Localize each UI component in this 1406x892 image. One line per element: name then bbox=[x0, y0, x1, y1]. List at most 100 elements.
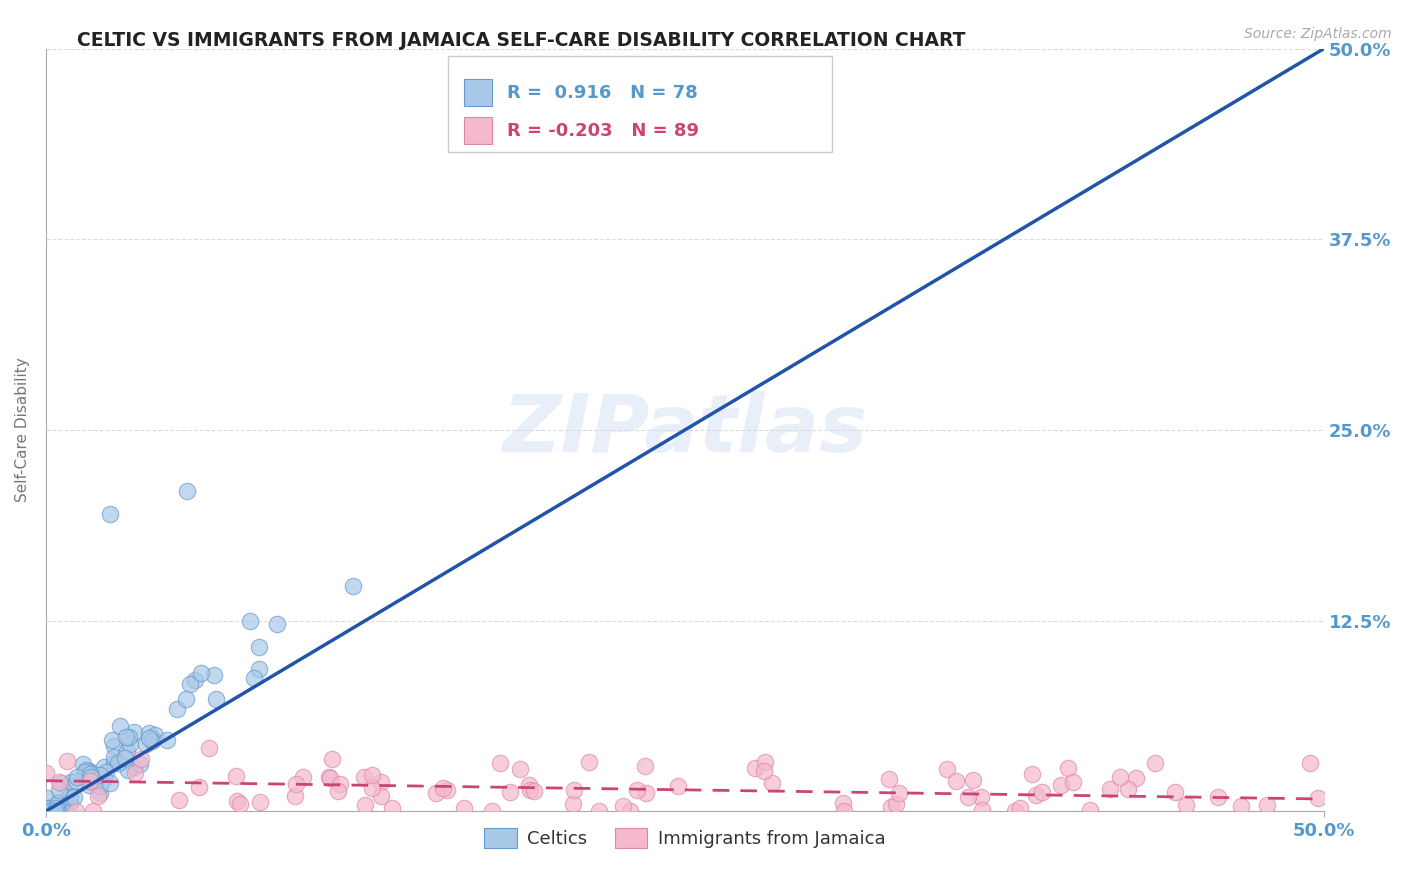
Point bbox=[285, 777, 308, 791]
Point bbox=[370, 789, 392, 803]
Point bbox=[481, 804, 503, 818]
Point bbox=[564, 783, 586, 797]
Point bbox=[166, 702, 188, 716]
Point bbox=[1125, 771, 1147, 785]
Point bbox=[239, 614, 262, 628]
Point bbox=[292, 770, 315, 784]
Point bbox=[98, 776, 121, 790]
Point bbox=[155, 732, 177, 747]
Point bbox=[880, 800, 903, 814]
Point bbox=[38, 801, 60, 815]
Point bbox=[53, 804, 76, 818]
Point bbox=[1299, 756, 1322, 771]
Point bbox=[41, 803, 63, 817]
Point bbox=[89, 767, 111, 781]
Point bbox=[834, 804, 856, 818]
Point bbox=[249, 640, 271, 655]
Point bbox=[242, 671, 264, 685]
Point bbox=[831, 797, 853, 811]
Point bbox=[59, 789, 82, 804]
Point bbox=[75, 771, 97, 785]
Point bbox=[1098, 782, 1121, 797]
Point bbox=[58, 781, 80, 796]
Point bbox=[1116, 781, 1139, 796]
Point bbox=[425, 786, 447, 800]
Point bbox=[103, 756, 125, 770]
Point bbox=[318, 771, 340, 785]
Point bbox=[1230, 798, 1253, 813]
Point bbox=[83, 770, 105, 784]
Point bbox=[184, 673, 207, 687]
Point bbox=[188, 780, 211, 795]
Point bbox=[321, 752, 343, 766]
Point bbox=[141, 731, 163, 746]
Y-axis label: Self-Care Disability: Self-Care Disability bbox=[15, 358, 30, 502]
Point bbox=[381, 801, 404, 815]
Point bbox=[578, 755, 600, 769]
Point bbox=[229, 797, 252, 812]
Point bbox=[79, 774, 101, 789]
Point bbox=[138, 731, 160, 746]
Point bbox=[115, 731, 138, 745]
Point bbox=[45, 801, 67, 815]
Point bbox=[59, 797, 82, 811]
Point bbox=[1143, 756, 1166, 770]
Point bbox=[936, 762, 959, 776]
Point bbox=[75, 764, 97, 778]
Point bbox=[65, 804, 87, 818]
Text: Source: ZipAtlas.com: Source: ZipAtlas.com bbox=[1244, 27, 1392, 41]
Point bbox=[174, 692, 197, 706]
Point bbox=[103, 739, 125, 753]
Point bbox=[128, 756, 150, 771]
Text: CELTIC VS IMMIGRANTS FROM JAMAICA SELF-CARE DISABILITY CORRELATION CHART: CELTIC VS IMMIGRANTS FROM JAMAICA SELF-C… bbox=[77, 31, 966, 50]
Point bbox=[962, 773, 984, 788]
Text: ZIPatlas: ZIPatlas bbox=[502, 391, 868, 469]
Point bbox=[1175, 798, 1198, 813]
Point bbox=[48, 795, 70, 809]
Point bbox=[93, 760, 115, 774]
Point bbox=[1306, 791, 1329, 805]
Point bbox=[1049, 778, 1071, 792]
Point bbox=[432, 780, 454, 795]
Point bbox=[110, 719, 132, 733]
FancyBboxPatch shape bbox=[464, 78, 492, 106]
Point bbox=[176, 483, 198, 498]
Point bbox=[754, 755, 776, 769]
Point bbox=[956, 790, 979, 805]
Point bbox=[612, 799, 634, 814]
Point bbox=[56, 754, 79, 768]
Point bbox=[266, 617, 288, 632]
Point bbox=[35, 765, 58, 780]
Point bbox=[523, 784, 546, 798]
Point bbox=[969, 790, 991, 805]
Legend: Celtics, Immigrants from Jamaica: Celtics, Immigrants from Jamaica bbox=[477, 822, 893, 855]
Point bbox=[761, 776, 783, 790]
Point bbox=[135, 737, 157, 751]
Point bbox=[79, 767, 101, 781]
Point bbox=[89, 779, 111, 793]
Point bbox=[752, 764, 775, 778]
Point bbox=[129, 752, 152, 766]
Point bbox=[1031, 785, 1053, 799]
Point bbox=[519, 783, 541, 797]
Point bbox=[87, 789, 110, 803]
Point bbox=[118, 737, 141, 751]
Point bbox=[436, 783, 458, 797]
Point bbox=[353, 770, 375, 784]
Point bbox=[370, 775, 392, 789]
Point bbox=[744, 761, 766, 775]
FancyBboxPatch shape bbox=[464, 117, 492, 145]
Point bbox=[83, 775, 105, 789]
Point bbox=[179, 677, 201, 691]
Point bbox=[167, 793, 190, 807]
Point bbox=[122, 760, 145, 774]
Point bbox=[89, 786, 111, 800]
Point bbox=[72, 757, 94, 772]
Point bbox=[489, 756, 512, 771]
Point bbox=[634, 759, 657, 773]
Point bbox=[453, 801, 475, 815]
Point bbox=[342, 580, 364, 594]
Point bbox=[94, 765, 117, 780]
Point bbox=[1008, 800, 1031, 814]
Point bbox=[1025, 788, 1047, 802]
